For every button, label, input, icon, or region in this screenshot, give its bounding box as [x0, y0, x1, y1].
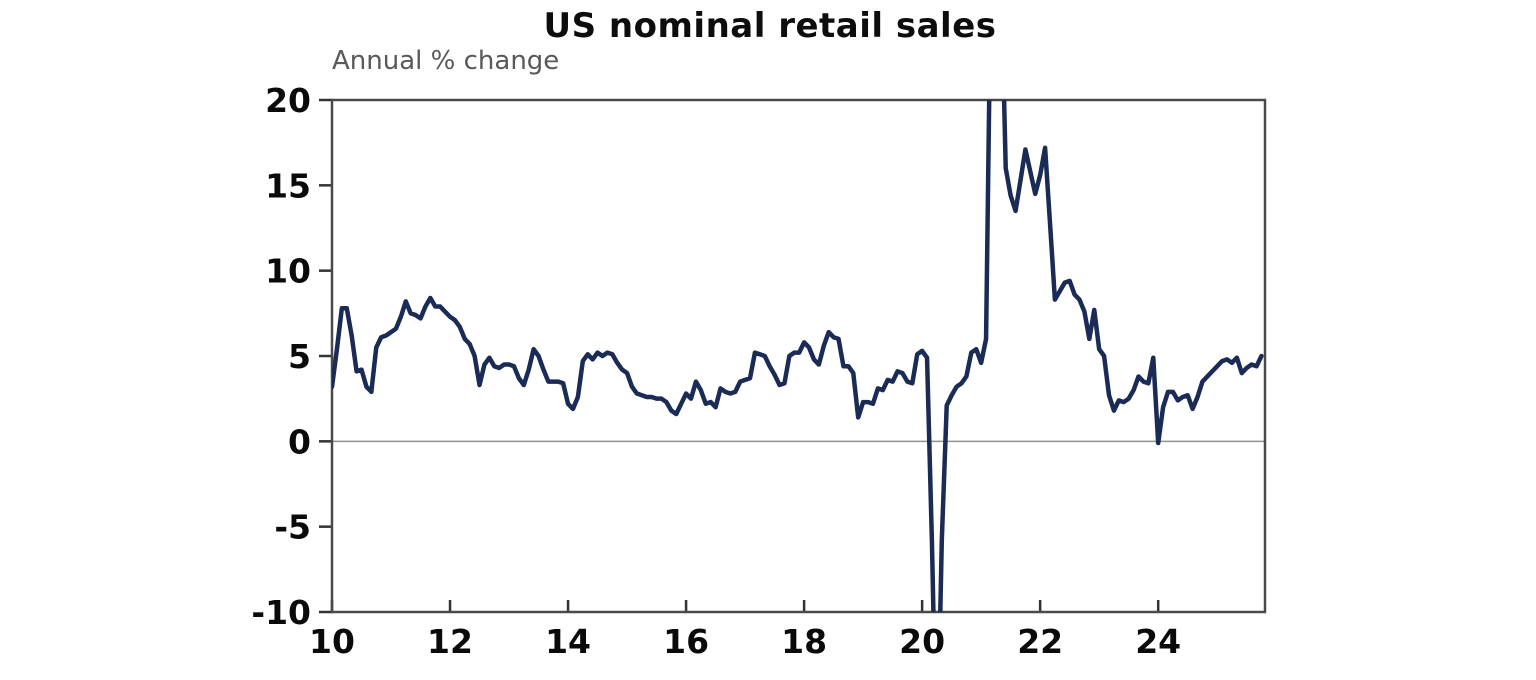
- y-tick-label: 15: [265, 166, 311, 205]
- x-tick-label: 24: [1135, 622, 1181, 661]
- y-tick-label: 20: [265, 81, 311, 120]
- retail-sales-series-line: [332, 100, 1264, 612]
- chart-subtitle: Annual % change: [332, 46, 560, 76]
- chart-title: US nominal retail sales: [543, 6, 997, 46]
- y-tick-label: 5: [288, 337, 311, 376]
- x-tick-label: 14: [545, 622, 591, 661]
- x-tick-label: 20: [899, 622, 945, 661]
- y-tick-label: -5: [274, 508, 311, 547]
- x-tick-label: 18: [781, 622, 827, 661]
- x-tick-label: 16: [663, 622, 709, 661]
- y-tick-label: -10: [251, 593, 311, 632]
- x-tick-label: 10: [309, 622, 355, 661]
- y-tick-label: 10: [265, 252, 311, 291]
- x-tick-label: 22: [1017, 622, 1063, 661]
- x-tick-label: 12: [427, 622, 473, 661]
- plot-border: [330, 98, 1267, 614]
- y-tick-label: 0: [288, 422, 311, 461]
